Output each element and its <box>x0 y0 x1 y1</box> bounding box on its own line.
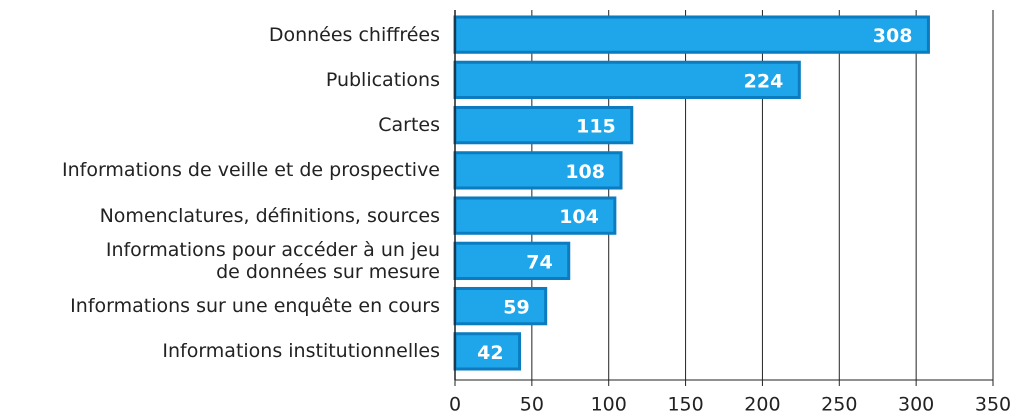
value-label: 42 <box>477 342 503 364</box>
bar <box>453 15 930 54</box>
x-tick-label: 150 <box>667 394 703 416</box>
x-tick-label: 250 <box>821 394 857 416</box>
category-label: Informations sur une enquête en cours <box>70 295 440 318</box>
x-tick-label: 100 <box>591 394 627 416</box>
x-tick-label: 50 <box>520 394 544 416</box>
value-label: 59 <box>503 297 529 319</box>
category-label: Informations institutionnelles <box>162 340 440 363</box>
category-label: Données chiffrées <box>268 23 440 46</box>
bar <box>453 241 571 281</box>
category-label: Informations pour accéder à un jeu de do… <box>105 238 440 283</box>
value-label: 308 <box>873 25 913 47</box>
category-label: Cartes <box>378 114 440 137</box>
x-tick-label: 350 <box>975 394 1011 416</box>
x-tick-label: 300 <box>898 394 934 416</box>
bar <box>453 105 634 145</box>
value-label: 74 <box>526 251 552 273</box>
category-label: Nomenclatures, définitions, sources <box>99 204 440 227</box>
category-label: Informations de veille et de prospective <box>61 159 440 182</box>
x-tick-label: 200 <box>744 394 780 416</box>
value-label: 108 <box>565 161 605 183</box>
value-label: 224 <box>744 70 784 92</box>
value-label: 104 <box>559 206 599 228</box>
bar <box>453 60 801 100</box>
value-label: 115 <box>576 116 616 138</box>
x-tick-label: 0 <box>449 394 461 416</box>
category-label: Publications <box>325 68 440 91</box>
bar <box>453 286 548 326</box>
